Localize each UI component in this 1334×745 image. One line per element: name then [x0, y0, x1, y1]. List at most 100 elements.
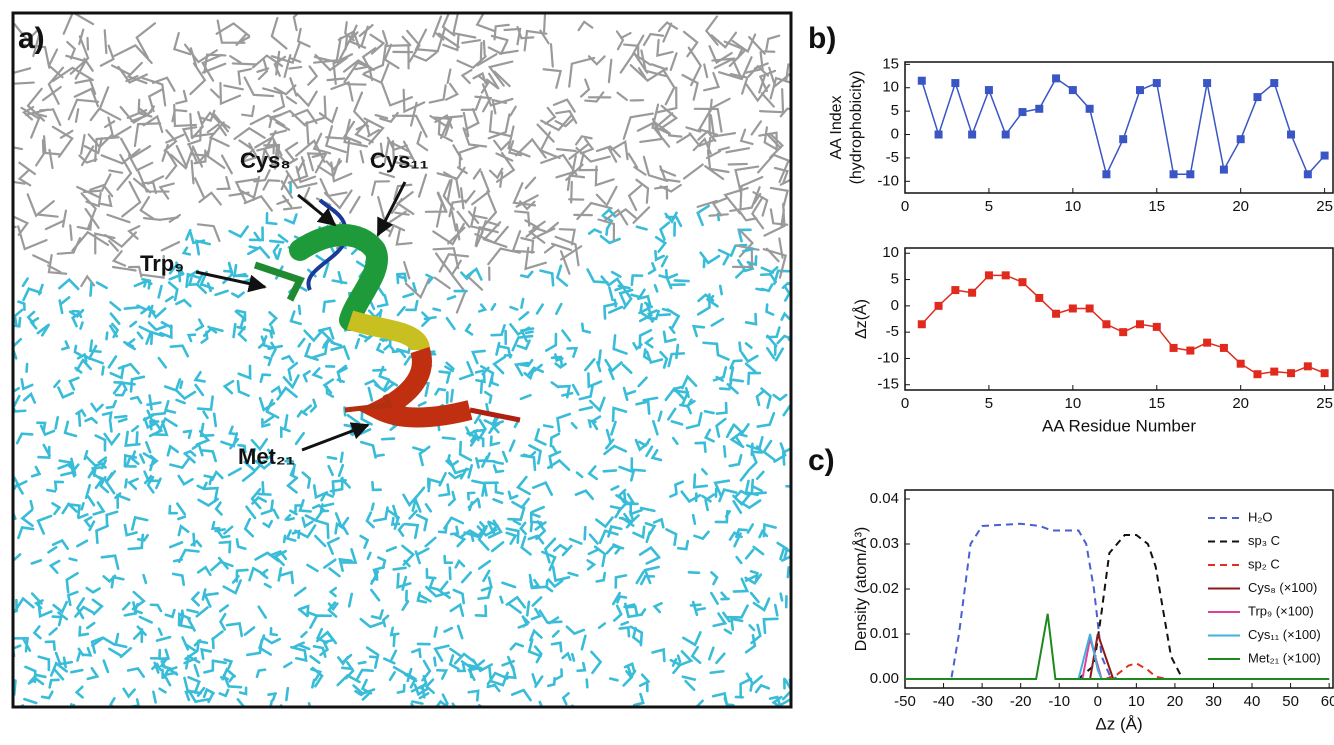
- molecule-stick: [563, 331, 570, 341]
- molecule-stick: [767, 305, 774, 315]
- data-point: [1052, 74, 1060, 82]
- molecule-stick: [395, 213, 408, 215]
- molecule-stick: [195, 372, 204, 381]
- molecule-stick: [511, 307, 518, 309]
- legend-label: sp₂ C: [1248, 556, 1280, 571]
- molecule-stick: [728, 606, 747, 618]
- molecule-stick: [788, 567, 789, 577]
- molecule-stick: [245, 519, 253, 536]
- data-point: [985, 271, 993, 279]
- molecule-stick: [750, 455, 756, 469]
- molecule-stick: [97, 283, 106, 288]
- molecule-stick: [673, 438, 677, 444]
- molecule-stick: [491, 437, 499, 445]
- molecule-stick: [613, 408, 626, 421]
- molecule-stick: [461, 188, 463, 208]
- molecule-stick: [269, 312, 276, 324]
- molecule-stick: [295, 588, 305, 595]
- data-point: [1321, 152, 1329, 160]
- molecule-stick: [387, 547, 396, 550]
- molecule-stick: [606, 187, 616, 206]
- molecule-stick: [502, 583, 515, 587]
- molecule-stick: [526, 332, 532, 333]
- molecule-stick: [166, 297, 172, 301]
- molecule-stick: [737, 557, 742, 563]
- molecule-stick: [662, 257, 667, 266]
- molecule-stick: [740, 434, 746, 436]
- molecule-stick: [361, 536, 368, 548]
- molecule-stick: [122, 182, 140, 216]
- molecule-stick: [437, 203, 442, 226]
- molecule-stick: [536, 429, 546, 444]
- molecule-stick: [111, 314, 119, 324]
- molecule-stick: [202, 650, 211, 659]
- data-point: [1035, 105, 1043, 113]
- molecule-stick: [693, 515, 695, 524]
- molecule-stick: [740, 230, 753, 257]
- molecule-stick: [367, 513, 374, 528]
- molecule-stick: [53, 617, 61, 626]
- molecule-stick: [709, 648, 713, 659]
- molecule-stick: [62, 297, 69, 303]
- molecule-stick: [580, 386, 593, 400]
- molecule-stick: [478, 500, 479, 507]
- molecule-stick: [166, 610, 175, 617]
- molecule-stick: [103, 413, 111, 421]
- molecule-stick: [168, 446, 178, 455]
- molecule-stick: [548, 678, 554, 686]
- molecule-stick: [372, 504, 373, 510]
- molecule-stick: [287, 97, 296, 103]
- molecule-stick: [376, 115, 387, 118]
- molecule-stick: [65, 422, 76, 436]
- molecule-stick: [216, 503, 221, 515]
- molecule-stick: [368, 553, 371, 559]
- molecule-stick: [398, 276, 404, 283]
- data-point: [935, 131, 943, 139]
- molecule-stick: [109, 649, 120, 656]
- panel-label: b): [808, 22, 836, 55]
- molecule-stick: [448, 70, 451, 83]
- molecule-stick: [303, 473, 310, 488]
- molecule-stick: [747, 437, 762, 449]
- molecule-stick: [283, 356, 293, 362]
- molecule-stick: [54, 381, 59, 387]
- molecule-stick: [646, 338, 652, 347]
- molecule-stick: [771, 188, 788, 207]
- molecule-stick: [589, 56, 605, 64]
- molecule-stick: [694, 326, 704, 336]
- molecule-stick: [533, 674, 536, 683]
- molecule-stick: [397, 230, 412, 245]
- molecule-stick: [782, 314, 789, 320]
- molecule-stick: [82, 193, 96, 227]
- molecule-stick: [720, 286, 721, 294]
- molecule-stick: [132, 426, 138, 431]
- molecule-stick: [137, 23, 155, 58]
- molecule-stick: [123, 603, 129, 609]
- molecule-stick: [391, 425, 397, 430]
- molecule-stick: [49, 68, 63, 104]
- molecule-stick: [445, 628, 452, 631]
- molecule-stick: [170, 506, 177, 513]
- molecule-stick: [107, 401, 116, 408]
- molecule-stick: [692, 647, 700, 662]
- molecule-stick: [121, 648, 131, 657]
- x-axis-label: Δz (Å): [1095, 714, 1142, 733]
- molecule-stick: [582, 636, 585, 649]
- molecule-stick: [86, 418, 97, 422]
- molecule-stick: [177, 400, 185, 403]
- molecule-stick: [675, 280, 689, 281]
- molecule-stick: [661, 223, 669, 240]
- molecule-stick: [456, 561, 464, 567]
- molecule-stick: [267, 213, 276, 224]
- molecule-stick: [518, 341, 530, 349]
- molecule-stick: [54, 602, 67, 612]
- molecule-stick: [324, 301, 335, 312]
- data-point: [1119, 135, 1127, 143]
- molecule-stick: [496, 485, 503, 493]
- molecule-stick: [590, 535, 598, 544]
- molecule-stick: [617, 596, 625, 602]
- molecule-stick: [92, 404, 103, 411]
- data-point: [1136, 86, 1144, 94]
- molecule-stick: [102, 367, 103, 375]
- data-point: [1321, 369, 1329, 377]
